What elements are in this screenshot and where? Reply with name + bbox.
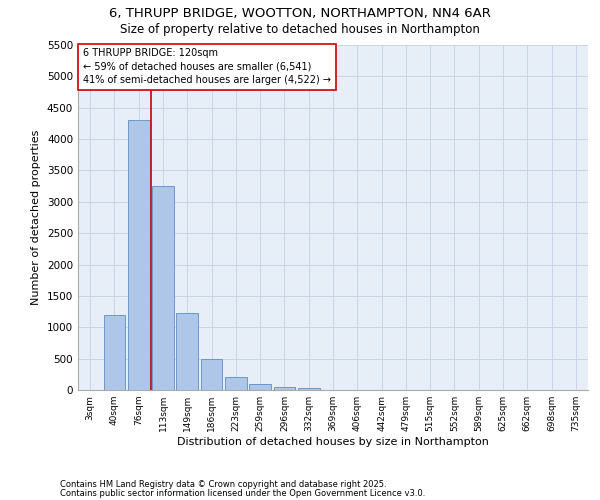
Text: 6 THRUPP BRIDGE: 120sqm
← 59% of detached houses are smaller (6,541)
41% of semi: 6 THRUPP BRIDGE: 120sqm ← 59% of detache… (83, 48, 331, 85)
Bar (104, 314, 125, 390)
Text: Size of property relative to detached houses in Northampton: Size of property relative to detached ho… (120, 22, 480, 36)
Bar (200, 358, 223, 390)
Bar (249, 384, 271, 390)
Bar (128, 120, 149, 390)
Text: 6, THRUPP BRIDGE, WOOTTON, NORTHAMPTON, NN4 6AR: 6, THRUPP BRIDGE, WOOTTON, NORTHAMPTON, … (109, 8, 491, 20)
Bar (298, 388, 320, 390)
Y-axis label: Number of detached properties: Number of detached properties (31, 130, 41, 305)
Bar (274, 387, 295, 390)
Text: Contains HM Land Registry data © Crown copyright and database right 2025.: Contains HM Land Registry data © Crown c… (60, 480, 386, 489)
Bar (176, 314, 198, 390)
Bar (225, 378, 247, 390)
X-axis label: Distribution of detached houses by size in Northampton: Distribution of detached houses by size … (177, 437, 489, 447)
Text: Contains public sector information licensed under the Open Government Licence v3: Contains public sector information licen… (60, 488, 425, 498)
Bar (152, 186, 174, 390)
